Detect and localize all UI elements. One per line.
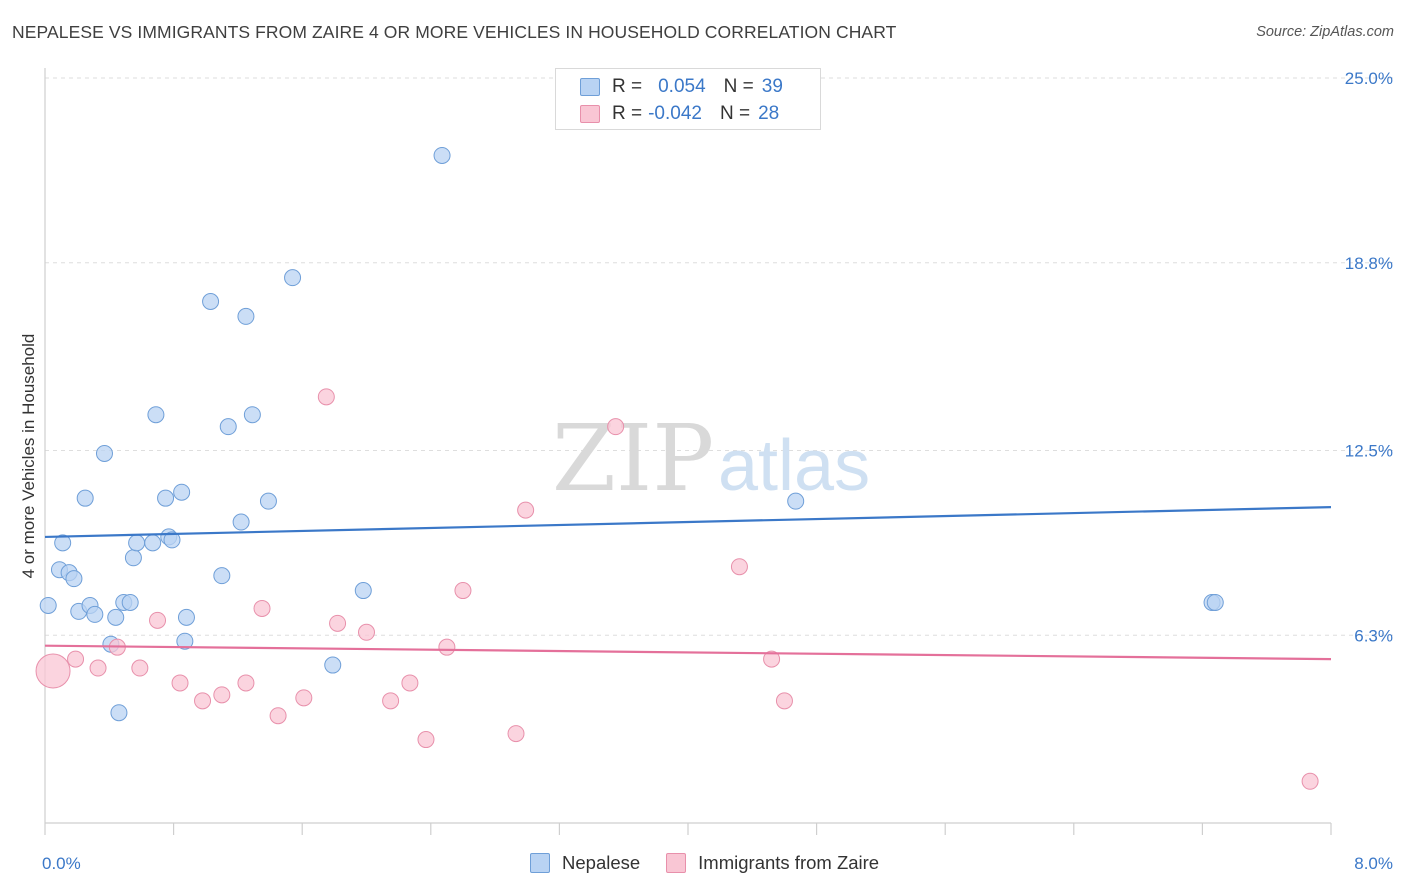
zaire-point [763, 650, 781, 668]
series-legend-zaire[interactable]: Immigrants from Zaire [666, 852, 879, 874]
nepalese-point [243, 406, 261, 424]
zaire-point [295, 689, 313, 707]
zaire-point [89, 659, 107, 677]
zaire-point [607, 418, 625, 436]
nepalese-point [177, 608, 195, 626]
series-swatch-zaire [666, 853, 687, 873]
legend-n-label: N = [723, 76, 754, 97]
nepalese-point [213, 567, 231, 585]
zaire-point [382, 692, 400, 710]
correlation-legend: R = 0.054 N = 39 R = -0.042 N = 28 [555, 68, 821, 130]
nepalese-point [237, 307, 255, 325]
nepalese-point [284, 269, 302, 287]
axes [44, 68, 1332, 835]
zaire-point [401, 674, 419, 692]
nepalese-point [259, 492, 277, 510]
zaire-point [67, 650, 85, 668]
nepalese-point [39, 596, 57, 614]
nepalese-point [128, 534, 146, 552]
nepalese-point [202, 293, 220, 310]
y-tick-label: 25.0% [1345, 69, 1393, 88]
series-legend-nepalese[interactable]: Nepalese [530, 852, 640, 874]
x-tick-label: 8.0% [1354, 854, 1393, 873]
nepalese-point [147, 406, 165, 424]
series-swatch-nepalese [530, 853, 550, 873]
legend-r-value: 0.054 [658, 76, 706, 97]
nepalese-point [173, 483, 191, 501]
series-label-zaire: Immigrants from Zaire [698, 852, 880, 873]
nepalese-point [163, 531, 181, 549]
zaire-point [35, 653, 71, 689]
zaire-point [149, 611, 167, 629]
data-points [35, 146, 1319, 790]
y-tick-label: 12.5% [1345, 442, 1393, 461]
zaire-point [517, 501, 535, 519]
series-label-nepalese: Nepalese [562, 852, 641, 873]
zaire-point [438, 638, 456, 656]
zaire-point [358, 623, 375, 641]
nepalese-trend-line [44, 506, 1332, 539]
zaire-point [317, 388, 335, 406]
zaire-point [730, 558, 748, 576]
zaire-point [1301, 772, 1319, 790]
nepalese-point [124, 549, 142, 567]
nepalese-point [1206, 593, 1224, 611]
nepalese-point [176, 632, 194, 650]
zaire-point [417, 731, 435, 749]
nepalese-point [107, 608, 125, 626]
legend-n-label: N = [719, 103, 751, 124]
zaire-point [329, 614, 347, 632]
legend-row-zaire: R = -0.042 N = 28 [580, 102, 779, 126]
nepalese-point [54, 534, 72, 552]
nepalese-point [324, 656, 342, 674]
x-tick-label: 0.0% [42, 854, 81, 873]
y-tick-label: 6.3% [1354, 626, 1393, 645]
zaire-point [237, 674, 255, 692]
zaire-point [171, 674, 189, 692]
legend-r-label: R = [612, 103, 643, 124]
nepalese-point [144, 534, 162, 552]
nepalese-point [95, 444, 113, 462]
zaire-point [507, 725, 525, 743]
nepalese-point [433, 146, 451, 164]
zaire-point [131, 659, 149, 677]
zaire-point [253, 599, 271, 617]
series-legend: Nepalese Immigrants from Zaire [530, 852, 905, 874]
legend-r-label: R = [612, 76, 643, 97]
legend-swatch-nepalese [580, 78, 600, 96]
nepalese-point [110, 704, 128, 722]
nepalese-point [354, 582, 372, 600]
y-axis-label: 4 or more Vehicles in Household [19, 334, 38, 579]
nepalese-point [219, 418, 237, 436]
zaire-point [194, 692, 212, 710]
legend-n-value: 28 [758, 103, 780, 124]
watermark-zip: ZIP [552, 405, 714, 512]
legend-row-nepalese: R = 0.054 N = 39 [580, 75, 783, 99]
grid-lines [45, 77, 1394, 636]
nepalese-point [65, 570, 83, 588]
nepalese-point [121, 593, 139, 611]
zaire-point [775, 692, 793, 710]
nepalese-point [232, 513, 250, 531]
zaire-trend-line [44, 644, 1332, 661]
trend-lines [44, 506, 1332, 661]
legend-swatch-zaire [580, 105, 600, 123]
watermark: ZIP atlas [552, 405, 870, 512]
chart-title: NEPALESE VS IMMIGRANTS FROM ZAIRE 4 OR M… [12, 22, 897, 42]
tick-labels: 6.3% 12.5% 18.8% 25.0% 0.0% 8.0% [42, 69, 1393, 873]
nepalese-point [76, 489, 94, 507]
nepalese-point [787, 492, 805, 510]
nepalese-point [157, 489, 175, 507]
source-label: Source: ZipAtlas.com [1256, 24, 1394, 40]
zaire-point [454, 582, 472, 600]
nepalese-point [86, 605, 104, 623]
legend-r-value: -0.042 [648, 103, 702, 124]
y-tick-label: 18.8% [1345, 254, 1393, 273]
watermark-atlas: atlas [718, 426, 870, 506]
legend-n-value: 39 [761, 76, 783, 97]
zaire-point [269, 707, 287, 725]
zaire-point [213, 686, 231, 704]
